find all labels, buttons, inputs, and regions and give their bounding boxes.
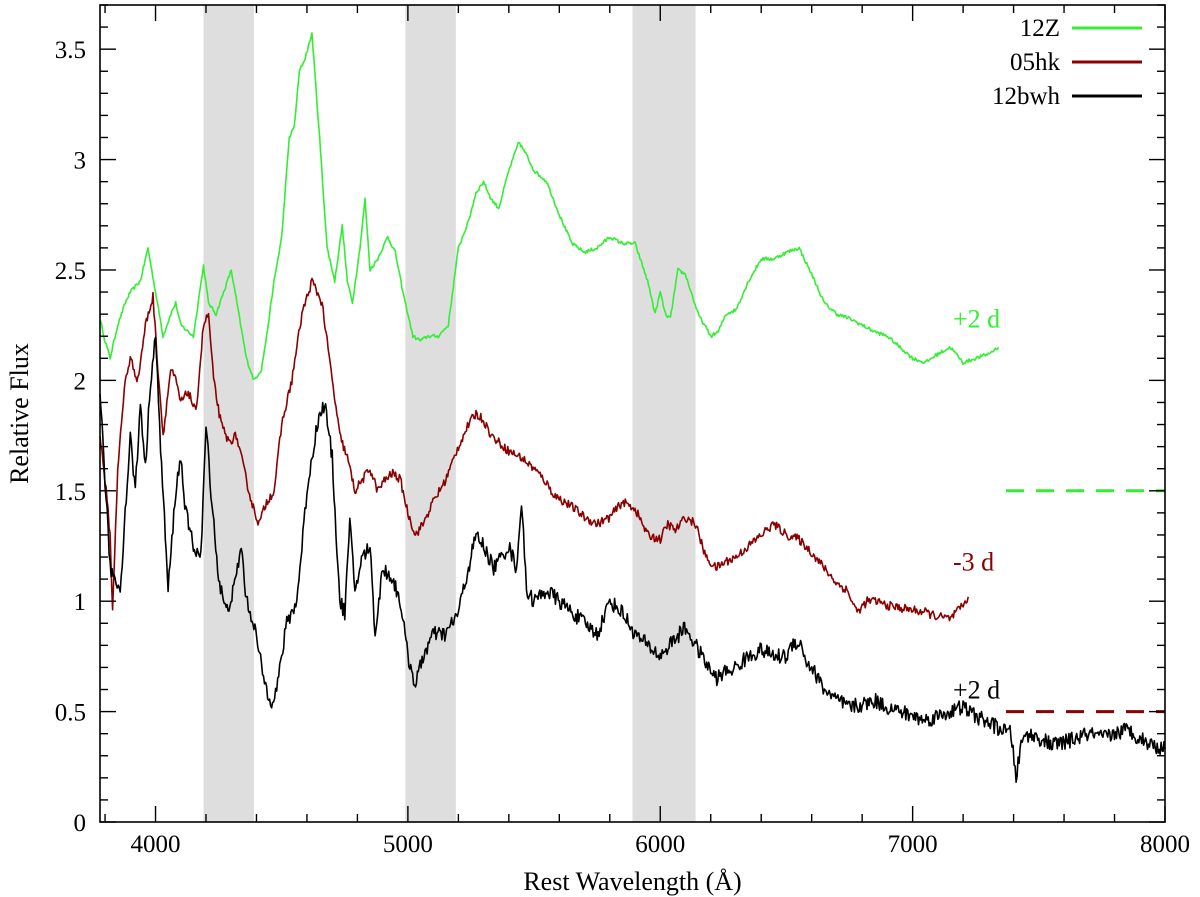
x-tick-label: 4000	[131, 831, 181, 858]
legend-label-05hk: 05hk	[1010, 49, 1061, 76]
series-lines	[99, 32, 1166, 784]
series-line-05hk	[99, 277, 969, 622]
series-line-12bwh	[99, 336, 1166, 784]
y-tick-label: 3	[74, 148, 87, 175]
shaded-band-3	[632, 5, 696, 822]
y-tick-label: 1	[74, 589, 87, 616]
legend-label-12bwh: 12bwh	[992, 83, 1061, 110]
y-tick-label: 3.5	[55, 37, 86, 64]
shaded-band-1	[203, 5, 254, 822]
y-tick-label: 0	[74, 810, 87, 837]
annotation-3: +2 d	[953, 676, 1000, 705]
y-tick-label: 1.5	[55, 479, 86, 506]
reference-lines	[1006, 489, 1165, 714]
x-tick-label: 7000	[888, 831, 938, 858]
x-tick-label: 5000	[383, 831, 433, 858]
tick-labels: 4000 5000 6000 7000 8000 0 0.5 1 1.5 2 2.5 3 3.5	[55, 37, 1190, 858]
axis-ticks	[100, 4, 1166, 823]
epoch-annotations: +2 d -3 d +2 d	[953, 305, 1000, 705]
legend-label-12Z: 12Z	[1020, 15, 1060, 42]
y-tick-label: 0.5	[55, 700, 86, 727]
y-tick-label: 2.5	[55, 258, 86, 285]
x-axis-label: Rest Wavelength (Å)	[523, 867, 741, 896]
legend: 12Z 05hk 12bwh	[992, 15, 1142, 110]
plot-frame	[99, 4, 1166, 823]
annotation-2: -3 d	[953, 547, 994, 576]
x-tick-label: 8000	[1140, 831, 1190, 858]
annotation-1: +2 d	[953, 305, 1000, 334]
x-tick-label: 6000	[635, 831, 685, 858]
series-line-12Z	[99, 32, 1000, 380]
y-axis-label: Relative Flux	[5, 343, 34, 484]
y-tick-label: 2	[74, 368, 87, 395]
shaded-band-2	[405, 5, 456, 822]
shaded-bands	[203, 5, 696, 822]
